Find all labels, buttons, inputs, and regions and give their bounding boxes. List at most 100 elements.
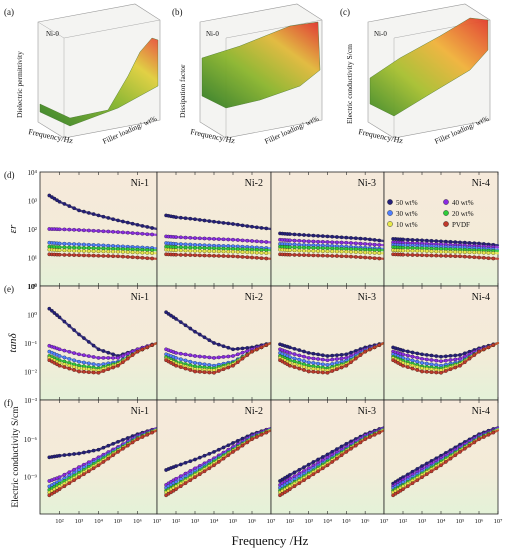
data-point	[188, 235, 193, 240]
x-tick-label: 10⁵	[114, 518, 123, 525]
data-point	[240, 443, 245, 448]
data-point	[135, 437, 140, 442]
data-point	[193, 354, 197, 358]
data-point	[86, 370, 91, 375]
data-point	[212, 450, 216, 454]
data-point	[50, 308, 54, 313]
data-point	[101, 349, 106, 353]
data-point	[292, 352, 297, 356]
data-point	[448, 254, 453, 258]
data-point	[62, 245, 67, 250]
row-0-ytick-label: 10¹	[28, 255, 37, 263]
data-point	[202, 253, 207, 258]
data-point	[96, 447, 101, 452]
data-point	[121, 360, 125, 365]
data-point	[297, 357, 302, 362]
data-point	[135, 231, 140, 236]
data-point	[202, 246, 207, 250]
data-point	[231, 254, 235, 259]
data-point	[125, 220, 130, 225]
data-point	[231, 347, 235, 352]
data-point	[415, 238, 420, 242]
data-point	[368, 237, 372, 242]
x-tick-label: 10⁵	[229, 518, 238, 525]
data-point	[197, 236, 202, 241]
data-point	[82, 336, 86, 340]
row-0-ytick-label: 10⁰	[27, 283, 37, 291]
data-point	[57, 252, 62, 257]
data-point	[193, 475, 197, 480]
data-point	[62, 484, 67, 489]
x-tick-label: 10³	[304, 518, 313, 525]
data-point	[197, 455, 202, 460]
data-point	[320, 362, 325, 367]
data-point	[472, 250, 477, 255]
data-point	[193, 245, 197, 250]
data-point	[207, 355, 212, 360]
data-point	[202, 453, 207, 458]
subplot-title: Ni-2	[245, 178, 263, 189]
data-point	[111, 229, 115, 234]
data-point	[178, 242, 183, 246]
panel-b-box-edge	[225, 19, 323, 39]
data-point	[183, 460, 188, 465]
data-point	[62, 319, 67, 324]
data-point	[339, 235, 344, 240]
data-point	[116, 363, 120, 368]
data-point	[353, 443, 358, 448]
data-point	[207, 253, 212, 258]
data-point	[287, 238, 292, 243]
data-point	[453, 357, 458, 362]
data-point	[424, 361, 429, 366]
data-point	[62, 253, 67, 257]
data-point	[72, 253, 76, 257]
data-point	[292, 365, 297, 369]
row-0-ytick-label: 10³	[28, 198, 37, 206]
data-point	[216, 254, 221, 258]
data-point	[150, 343, 154, 347]
data-point	[106, 216, 111, 220]
data-point	[235, 446, 240, 451]
data-point	[297, 245, 302, 250]
data-point	[443, 249, 448, 254]
data-point	[130, 250, 135, 255]
data-point	[311, 249, 316, 253]
data-point	[405, 237, 410, 242]
data-point	[231, 249, 235, 254]
data-point	[197, 369, 202, 374]
data-point	[130, 221, 135, 226]
data-point	[372, 251, 377, 255]
data-point	[77, 253, 81, 258]
data-point	[101, 445, 106, 450]
data-point	[405, 365, 410, 369]
legend-marker	[387, 221, 393, 227]
data-point	[174, 215, 178, 220]
data-point	[86, 361, 91, 366]
data-point	[250, 239, 254, 243]
x-tick-label: 10⁴	[210, 518, 220, 525]
data-point	[325, 234, 330, 239]
data-point	[297, 238, 302, 243]
x-tick-label: 10⁶	[133, 518, 142, 525]
data-point	[121, 250, 125, 254]
data-point	[231, 237, 235, 242]
data-point	[67, 470, 72, 475]
data-point	[57, 199, 62, 204]
data-point	[193, 236, 197, 240]
data-point	[188, 242, 193, 247]
data-point	[320, 234, 325, 238]
data-point	[197, 354, 202, 359]
data-point	[477, 437, 481, 442]
data-point	[429, 362, 434, 367]
data-point	[410, 481, 415, 486]
data-point	[77, 369, 81, 374]
data-point	[448, 367, 453, 372]
x-tick-label: 10⁴	[323, 518, 333, 525]
data-point	[86, 449, 91, 454]
subplot-frame	[270, 171, 385, 287]
data-point	[166, 312, 171, 316]
data-point	[150, 232, 154, 237]
panel-a-box-edge	[37, 21, 65, 39]
data-point	[183, 253, 188, 257]
